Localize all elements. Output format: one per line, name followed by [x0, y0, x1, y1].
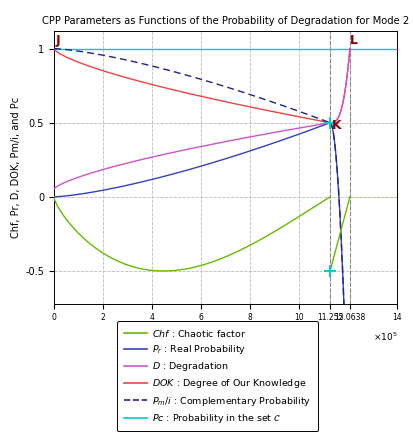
Y-axis label: Chf, Pr, D, DOK, Pm/i, and Pc: Chf, Pr, D, DOK, Pm/i, and Pc [11, 97, 21, 238]
Text: J: J [55, 34, 60, 47]
Title: CPP Parameters as Functions of the Probability of Degradation for Mode 2: CPP Parameters as Functions of the Proba… [42, 16, 408, 26]
Text: $\times10^5$: $\times10^5$ [372, 331, 396, 343]
X-axis label: Number of Cycles N: Number of Cycles N [170, 326, 280, 337]
Text: K: K [331, 119, 340, 132]
Legend: $\mathit{Chf}$ : Chaotic factor, $\mathit{P_r}$ : Real Probability, $\mathit{D}$: $\mathit{Chf}$ : Chaotic factor, $\mathi… [116, 321, 317, 432]
Text: L: L [349, 34, 357, 47]
